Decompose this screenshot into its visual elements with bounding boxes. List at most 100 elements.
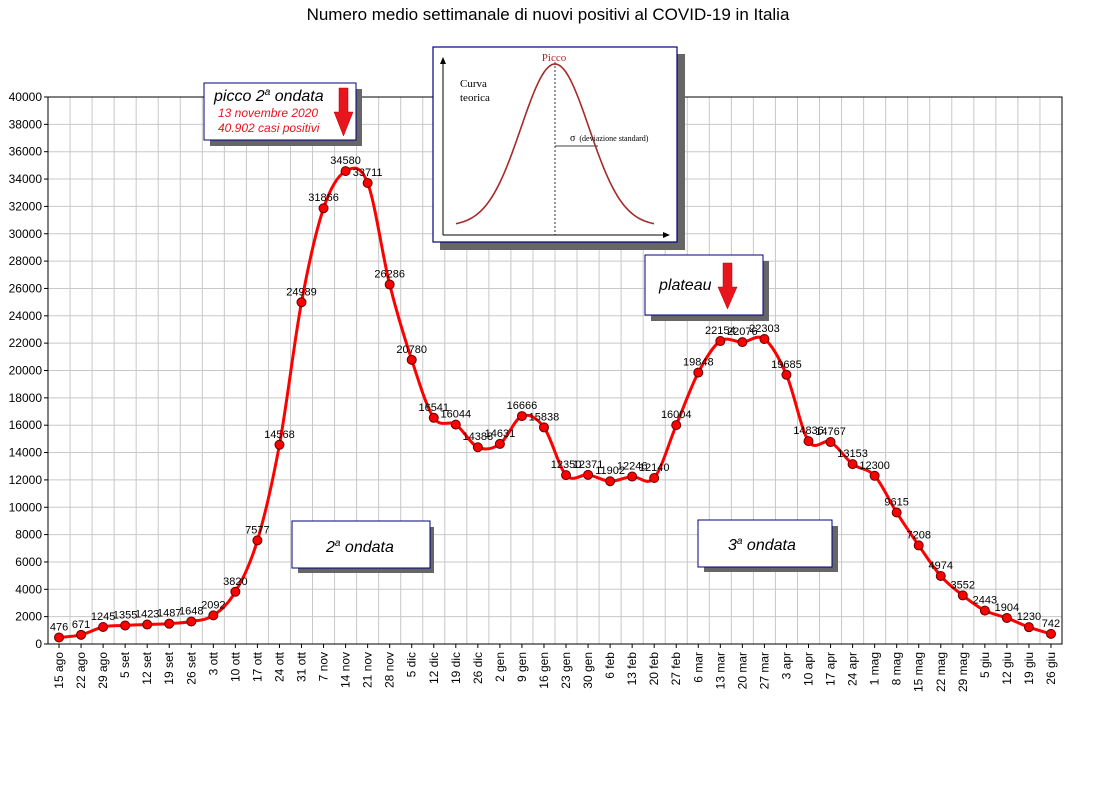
x-tick-label: 3 ott <box>206 651 220 675</box>
data-point <box>120 620 131 631</box>
plateau-box <box>644 254 764 316</box>
x-tick-labels: 15 ago 22 ago 29 ago 5 set 12 set 19 set 26 se… <box>52 644 1058 692</box>
data-point <box>1045 628 1056 639</box>
data-label: 26286 <box>374 269 405 281</box>
data-point <box>913 540 924 551</box>
data-point <box>979 605 990 616</box>
data-point <box>98 621 109 632</box>
data-label: 15838 <box>529 411 560 423</box>
data-point <box>561 470 572 481</box>
x-tick-label: 26 dic <box>471 652 485 684</box>
x-tick-label: 17 ott <box>250 651 264 682</box>
y-tick-label: 22000 <box>9 336 43 350</box>
data-label: 12246 <box>617 461 648 473</box>
plateau-annotation: plateau <box>644 254 769 321</box>
data-point <box>803 436 814 447</box>
data-point <box>54 632 65 643</box>
x-tick-label: 16 gen <box>537 652 551 689</box>
data-point <box>340 166 351 177</box>
data-label: 12350 <box>551 459 582 471</box>
data-point <box>516 411 527 422</box>
data-label: 3820 <box>223 576 247 588</box>
data-label: 12371 <box>573 459 604 471</box>
data-label: 14631 <box>485 428 516 440</box>
plateau-label: plateau <box>658 277 712 294</box>
data-point <box>76 629 87 640</box>
wave2-label: 2a ondata <box>325 538 394 556</box>
y-tick-label: 24000 <box>9 309 43 323</box>
data-label: 19685 <box>771 359 802 371</box>
chart-title: Numero medio settimanale di nuovi positi… <box>307 5 790 24</box>
x-tick-label: 5 giu <box>978 652 992 678</box>
x-tick-label: 29 mag <box>956 652 970 692</box>
y-tick-label: 38000 <box>9 117 43 131</box>
data-label: 1355 <box>113 609 137 621</box>
x-tick-label: 6 feb <box>603 652 617 679</box>
data-label: 16541 <box>418 402 449 414</box>
data-point <box>252 535 263 546</box>
inset-sigma-label: σ (deviazione standard) <box>570 133 649 144</box>
data-point <box>230 586 241 597</box>
wave2-box <box>291 520 431 569</box>
y-tick-label: 34000 <box>9 172 43 186</box>
data-label: 22154 <box>705 325 736 337</box>
data-point <box>935 570 946 581</box>
data-point <box>142 619 153 630</box>
x-tick-label: 10 apr <box>802 652 816 686</box>
data-point <box>957 590 968 601</box>
data-label: 742 <box>1042 618 1060 630</box>
y-tick-label: 30000 <box>9 227 43 241</box>
peak-arrow-icon <box>333 87 354 137</box>
data-point <box>649 472 660 483</box>
x-tick-label: 5 set <box>118 651 132 678</box>
data-label: 9615 <box>884 497 908 509</box>
wave3-box <box>697 519 833 568</box>
x-tick-label: 29 ago <box>96 652 110 689</box>
data-label: 1423 <box>135 609 159 621</box>
x-tick-label: 15 ago <box>52 652 66 689</box>
inset-box <box>432 46 678 243</box>
data-label: 14836 <box>793 425 824 437</box>
inset-bell-curve <box>455 63 655 225</box>
data-point <box>472 442 483 453</box>
x-tick-label: 8 mag <box>890 652 904 685</box>
data-label: 1904 <box>995 602 1019 614</box>
peak-box-cases: 40.902 casi positivi <box>218 121 320 135</box>
data-label: 19848 <box>683 357 714 369</box>
y-tick-label: 20000 <box>9 364 43 378</box>
data-point <box>869 470 880 481</box>
data-label: 14388 <box>463 431 494 443</box>
data-point <box>186 616 197 627</box>
x-tick-label: 12 dic <box>427 652 441 684</box>
x-tick-label: 20 feb <box>647 652 661 686</box>
x-tick-label: 23 gen <box>559 652 573 689</box>
y-tick-label: 28000 <box>9 254 43 268</box>
x-tick-label: 12 set <box>140 651 154 684</box>
data-label: 16004 <box>661 409 692 421</box>
data-label: 4974 <box>929 560 953 572</box>
inset-peak-label: Picco <box>542 52 567 64</box>
x-tick-label: 24 apr <box>846 652 860 686</box>
data-point <box>693 367 704 378</box>
x-tick-label: 7 nov <box>317 652 331 681</box>
y-tick-label: 36000 <box>9 145 43 159</box>
data-point <box>781 369 792 380</box>
peak-box <box>203 82 357 141</box>
x-tick-label: 13 feb <box>625 652 639 686</box>
y-tick-label: 10000 <box>9 500 43 514</box>
inset-curve-label-1: Curva <box>460 78 487 90</box>
data-point <box>296 297 307 308</box>
data-point <box>627 471 638 482</box>
data-point <box>362 178 373 189</box>
x-tick-label: 12 giu <box>1000 652 1014 685</box>
y-tick-label: 14000 <box>9 446 43 460</box>
data-label: 20780 <box>396 344 427 356</box>
y-tick-label: 18000 <box>9 391 43 405</box>
y-tick-label: 4000 <box>15 582 42 596</box>
x-tick-label: 1 mag <box>868 652 882 685</box>
data-point <box>1001 612 1012 623</box>
data-label: 1245 <box>91 611 115 623</box>
data-label: 2092 <box>201 599 225 611</box>
peak-box-date: 13 novembre 2020 <box>218 106 318 120</box>
